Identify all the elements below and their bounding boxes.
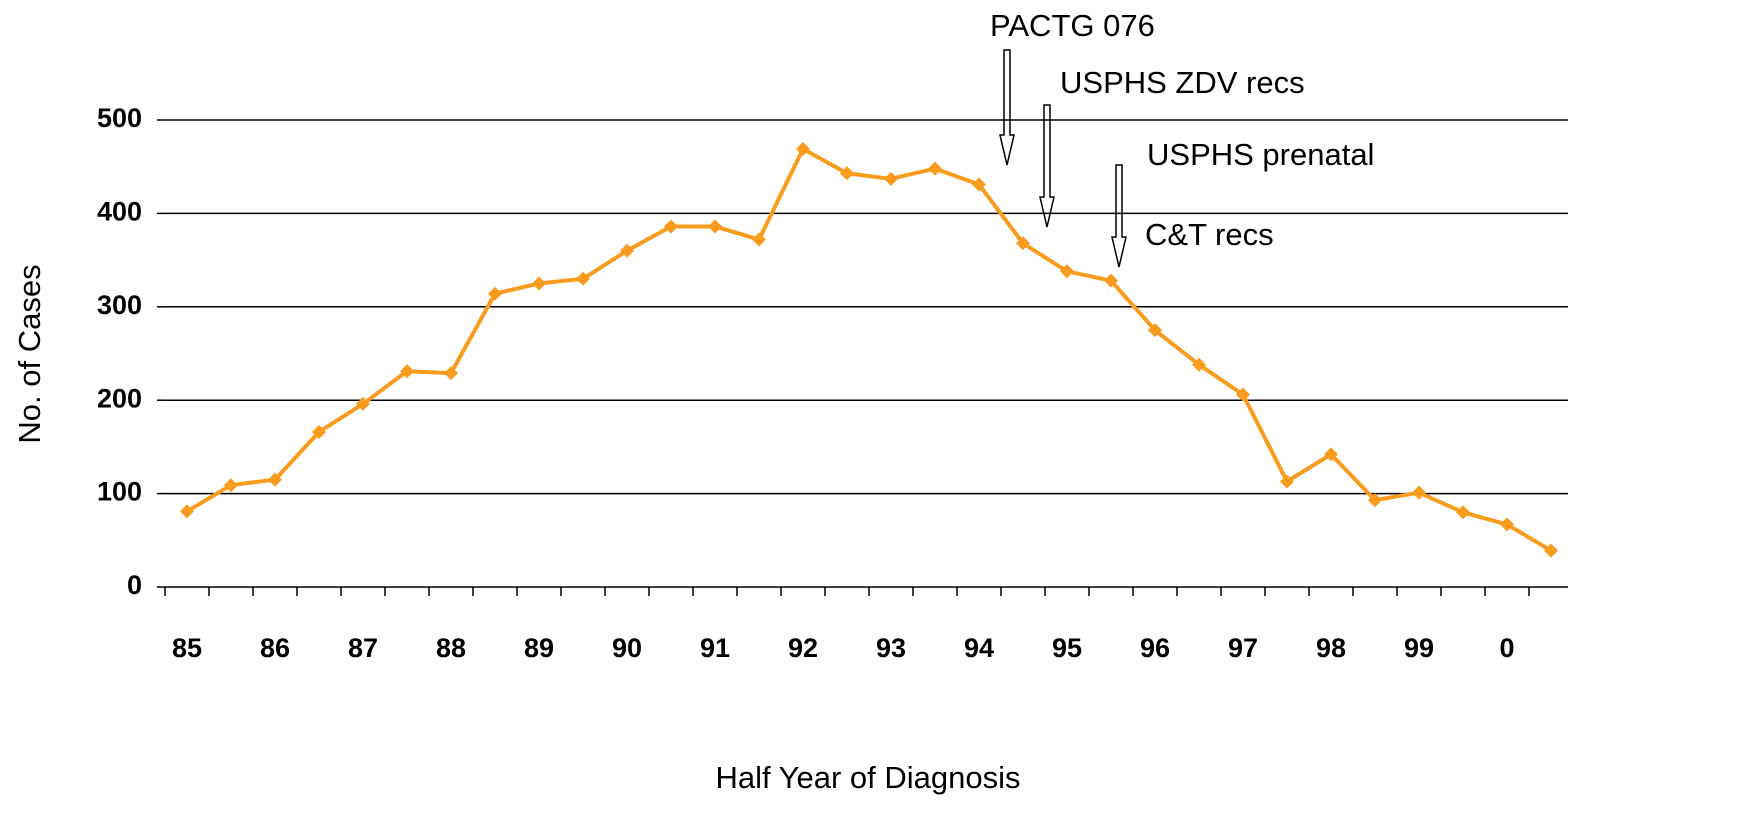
y-tick-label: 300 [97,290,142,320]
marker [1368,493,1382,508]
x-tick-label: 91 [700,633,730,663]
annotation: C&T recs [1145,217,1274,252]
marker [356,396,370,411]
marker [1412,485,1426,500]
marker [1544,543,1558,558]
marker [1280,474,1294,489]
marker [884,171,898,186]
x-tick-label: 85 [172,633,202,663]
y-tick-label: 100 [97,477,142,507]
x-tick-label: 99 [1404,633,1434,663]
marker [532,276,546,291]
marker [268,472,282,487]
marker [972,177,986,192]
x-tick-label: 0 [1499,633,1514,663]
x-tick-label: 89 [524,633,554,663]
annotation: PACTG 076 [990,8,1155,43]
marker [928,161,942,176]
marker [576,271,590,286]
marker [664,219,678,234]
x-tick-label: 94 [964,633,994,663]
marker [1016,236,1030,251]
marker [400,364,414,379]
marker [1456,505,1470,520]
marker [1500,517,1514,532]
marker [796,141,810,156]
x-tick-label: 93 [876,633,906,663]
marker [1104,273,1118,288]
y-tick-label: 400 [97,197,142,227]
marker [444,366,458,381]
arrow [999,49,1015,166]
x-tick-label: 95 [1052,633,1082,663]
annotation: USPHS ZDV recs [1060,65,1305,100]
line [185,146,1553,553]
x-tick-label: 90 [612,633,642,663]
y-axis-label: No. of Cases [12,264,47,443]
marker [1236,387,1250,402]
x-axis-label: Half Year of Diagnosis [715,760,1020,795]
marker [708,219,722,234]
x-tick-label: 97 [1228,633,1258,663]
marker [312,424,326,439]
x-tick-label: 87 [348,633,378,663]
marker [620,243,634,258]
x-tick-label: 98 [1316,633,1346,663]
marker [1324,447,1338,462]
marker [1148,323,1162,338]
arrow [1111,164,1127,268]
marker [488,286,502,301]
annotation: USPHS prenatal [1147,137,1374,172]
marker [224,478,238,493]
arrow [1039,104,1055,228]
y-tick-label: 200 [97,383,142,413]
marker [752,232,766,247]
marker [1192,357,1206,372]
marker [1060,264,1074,279]
x-tick-label: 86 [260,633,290,663]
x-tick-label: 88 [436,633,466,663]
y-tick-label: 500 [97,103,142,133]
x-tick-label: 92 [788,633,818,663]
marker [840,166,854,181]
y-tick-label: 0 [127,570,142,600]
x-tick-label: 96 [1140,633,1170,663]
marker [180,504,194,519]
